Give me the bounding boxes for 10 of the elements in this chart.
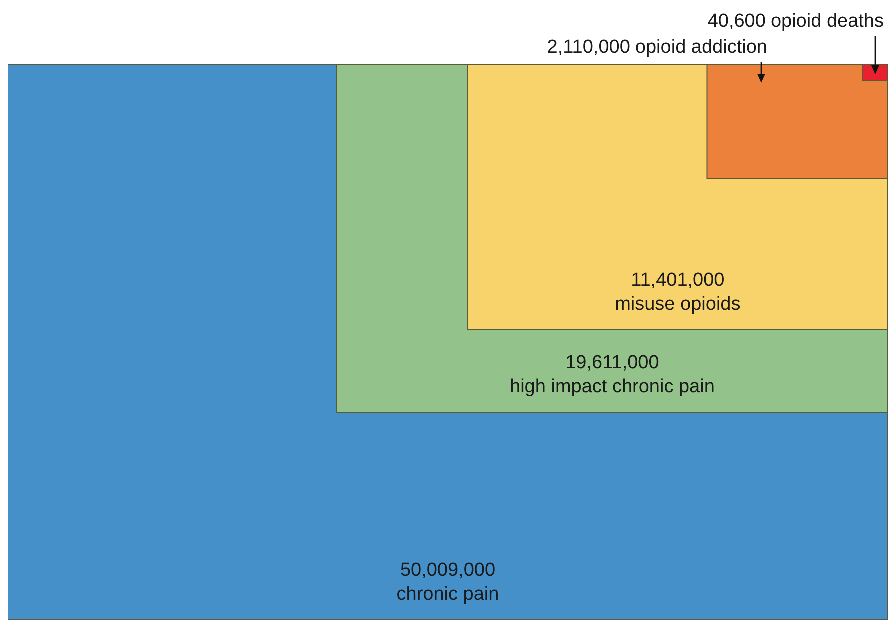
category-label: opioid deaths	[770, 10, 884, 34]
data-label: 50,009,000	[400, 560, 496, 581]
category-label: misuse opioids	[615, 294, 741, 315]
category-label: chronic pain	[396, 584, 500, 605]
data-label: 2,110,000	[547, 36, 630, 60]
category-label: high impact chronic pain	[510, 376, 715, 398]
data-label: 19,611,000	[566, 352, 660, 374]
data-label: 40,600	[708, 10, 766, 34]
category-label: opioid addiction	[635, 36, 768, 60]
data-label: 11,401,000	[631, 270, 725, 291]
